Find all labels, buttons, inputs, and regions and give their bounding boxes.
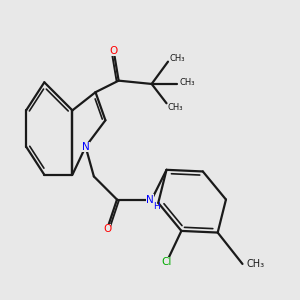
Text: CH₃: CH₃: [168, 103, 184, 112]
Text: CH₃: CH₃: [179, 78, 195, 87]
Text: O: O: [103, 224, 111, 234]
Text: CH₃: CH₃: [247, 259, 265, 269]
Text: O: O: [110, 46, 118, 56]
Text: N: N: [82, 142, 89, 152]
Text: Cl: Cl: [161, 257, 172, 267]
Text: H: H: [153, 202, 160, 211]
Text: N: N: [146, 194, 154, 205]
Text: CH₃: CH₃: [169, 54, 185, 63]
